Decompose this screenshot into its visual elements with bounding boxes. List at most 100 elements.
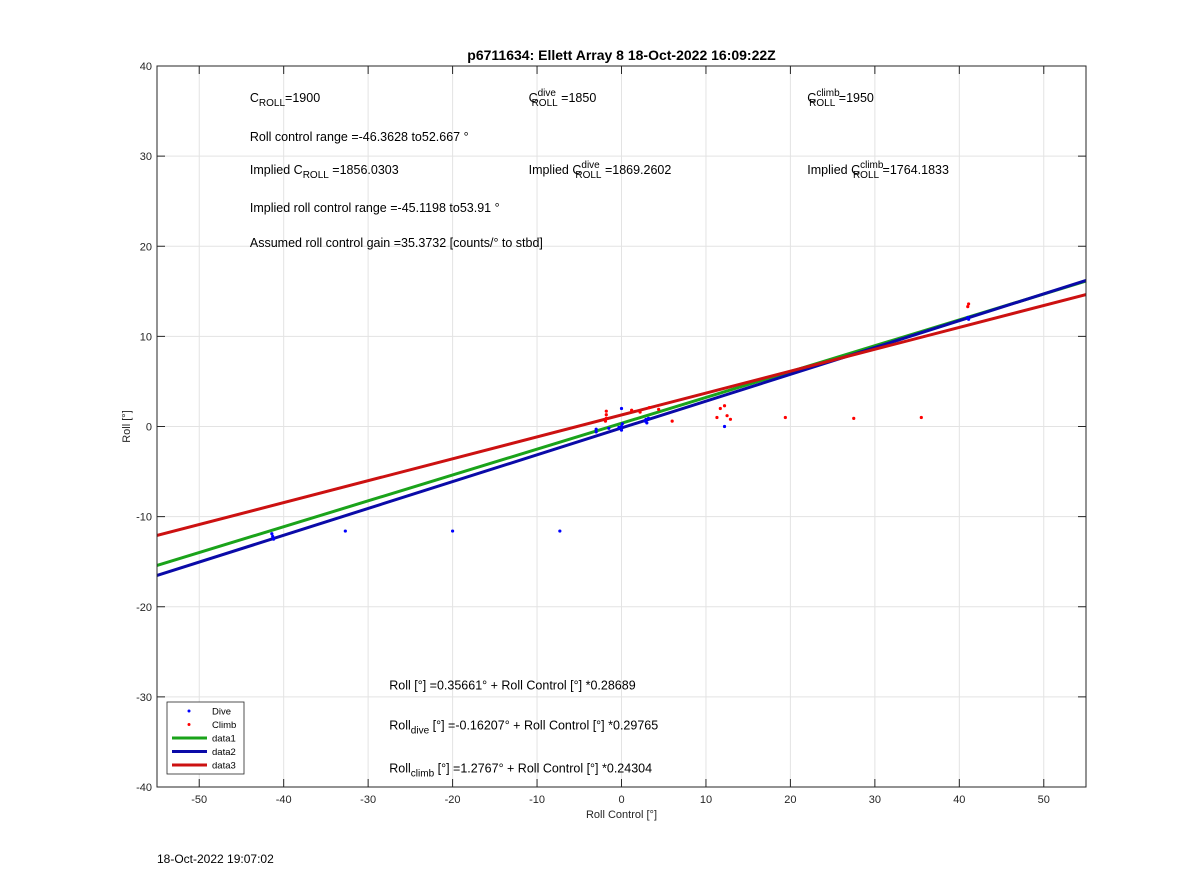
x-tick-label: 10 — [700, 794, 712, 806]
legend-label-climb: Climb — [212, 720, 236, 731]
point-dive — [619, 428, 624, 432]
point-climb — [728, 417, 733, 421]
annotation-part: dive — [411, 725, 430, 736]
chart-title: p6711634: Ellett Array 8 18-Oct-2022 16:… — [467, 47, 776, 63]
x-tick-label: 50 — [1038, 794, 1050, 806]
annotation-part: Implied C — [250, 163, 303, 177]
legend-marker-dive — [187, 709, 191, 713]
legend-label-data2: data2 — [212, 747, 236, 758]
annotation-part: =1950 — [835, 91, 874, 105]
point-climb — [919, 415, 923, 420]
x-tick-label: -20 — [445, 794, 461, 806]
point-climb — [604, 413, 608, 417]
point-dive — [558, 529, 562, 533]
point-dive — [620, 422, 624, 426]
point-climb — [670, 419, 674, 423]
annotation-roll_range: Roll control range =-46.3628 to52.667 ° — [250, 130, 469, 144]
point-dive — [607, 426, 611, 430]
point-climb — [604, 416, 608, 420]
fit-line-data3 — [157, 293, 1086, 537]
point-climb — [657, 407, 661, 411]
y-tick-label: -40 — [136, 782, 152, 794]
point-dive — [646, 416, 651, 420]
annotation-part: climb — [860, 160, 884, 171]
y-axis-label: Roll [°] — [121, 410, 133, 443]
annotation-part: C — [807, 91, 816, 105]
point-dive — [594, 427, 598, 431]
legend-label-data1: data1 — [212, 734, 236, 745]
annotation-part: Implied C — [807, 163, 860, 177]
annotation-part: Implied roll control range =-45.1198 to5… — [250, 201, 500, 215]
x-tick-label: -10 — [529, 794, 545, 806]
annotation-part: climb — [816, 88, 840, 99]
annotation-implied_c_climb: Implied Cclimb ROLL =1764.1833 — [807, 160, 949, 181]
annotation-part: =1850 — [558, 91, 597, 105]
annotation-part: =1764.1833 — [879, 163, 949, 177]
x-tick-label: -50 — [191, 794, 207, 806]
annotation-part: ROLL — [303, 170, 330, 181]
annotation-c_roll_dive: Cdive ROLL =1850 — [529, 88, 597, 109]
point-dive — [619, 424, 624, 429]
legend-label-data3: data3 — [212, 761, 236, 772]
annotation-part: ROLL — [809, 98, 836, 109]
annotation-part: Roll control range =-46.3628 to52.667 ° — [250, 130, 469, 144]
point-climb — [604, 409, 608, 413]
point-climb — [722, 404, 727, 408]
y-tick-label: -20 — [136, 602, 152, 614]
x-tick-label: -30 — [360, 794, 376, 806]
point-dive — [594, 430, 598, 434]
y-tick-label: 30 — [140, 151, 152, 163]
footer-timestamp: 18-Oct-2022 19:07:02 — [157, 852, 274, 866]
annotation-part: C — [250, 91, 259, 105]
point-dive — [450, 529, 455, 533]
y-tick-label: 40 — [140, 61, 152, 73]
point-dive — [271, 537, 276, 541]
y-tick-label: 10 — [140, 331, 152, 343]
point-climb — [638, 410, 642, 414]
annotation-part: =1869.2602 — [601, 163, 671, 177]
annotation-part: Roll — [389, 762, 411, 776]
annotation-implied_range: Implied roll control range =-45.1198 to5… — [250, 201, 500, 215]
point-climb — [783, 415, 787, 420]
annotation-c_roll_climb: Cclimb ROLL =1950 — [807, 88, 874, 109]
annotation-part: ROLL — [853, 170, 880, 181]
point-climb — [603, 419, 608, 423]
y-tick-label: 20 — [140, 241, 152, 253]
x-tick-label: 0 — [618, 794, 624, 806]
x-tick-label: 30 — [869, 794, 881, 806]
annotation-part: ROLL — [259, 98, 286, 109]
annotation-fit_climb: Rollclimb [°] =1.2767° + Roll Control [°… — [389, 762, 652, 780]
point-climb — [647, 405, 651, 410]
x-tick-label: -40 — [276, 794, 292, 806]
point-dive — [722, 424, 727, 429]
point-climb — [718, 406, 722, 411]
annotation-part: Roll [°] =0.35661° + Roll Control [°] *0… — [389, 679, 635, 693]
point-dive — [619, 406, 624, 411]
annotation-part: Roll — [389, 718, 411, 732]
y-tick-label: 0 — [146, 422, 152, 434]
annotation-part: climb — [411, 769, 435, 780]
point-climb — [966, 305, 970, 309]
legend-marker-climb — [187, 723, 191, 726]
annotation-part: dive — [538, 88, 557, 99]
annotation-part: dive — [581, 160, 600, 171]
y-tick-label: -10 — [136, 512, 152, 524]
x-tick-label: 20 — [784, 794, 796, 806]
annotation-fit_dive: Rolldive [°] =-0.16207° + Roll Control [… — [389, 718, 658, 736]
point-dive — [967, 317, 971, 321]
annotation-c_roll: CROLL=1900 — [250, 91, 320, 109]
annotation-implied_c_dive: Implied Cdive ROLL =1869.2602 — [529, 160, 672, 181]
x-axis-label: Roll Control [°] — [586, 809, 657, 821]
point-dive — [271, 534, 275, 539]
point-dive — [645, 421, 649, 425]
x-tick-label: 40 — [953, 794, 965, 806]
point-climb — [715, 415, 719, 420]
annotation-part: =1856.0303 — [329, 163, 399, 177]
point-dive — [617, 425, 621, 430]
annotation-fit_all: Roll [°] =0.35661° + Roll Control [°] *0… — [389, 679, 635, 693]
annotation-part: Assumed roll control gain =35.3732 [coun… — [250, 236, 543, 250]
annotation-part: ROLL — [532, 98, 559, 109]
annotation-part: =1900 — [285, 91, 320, 105]
legend-label-dive: Dive — [212, 707, 231, 718]
